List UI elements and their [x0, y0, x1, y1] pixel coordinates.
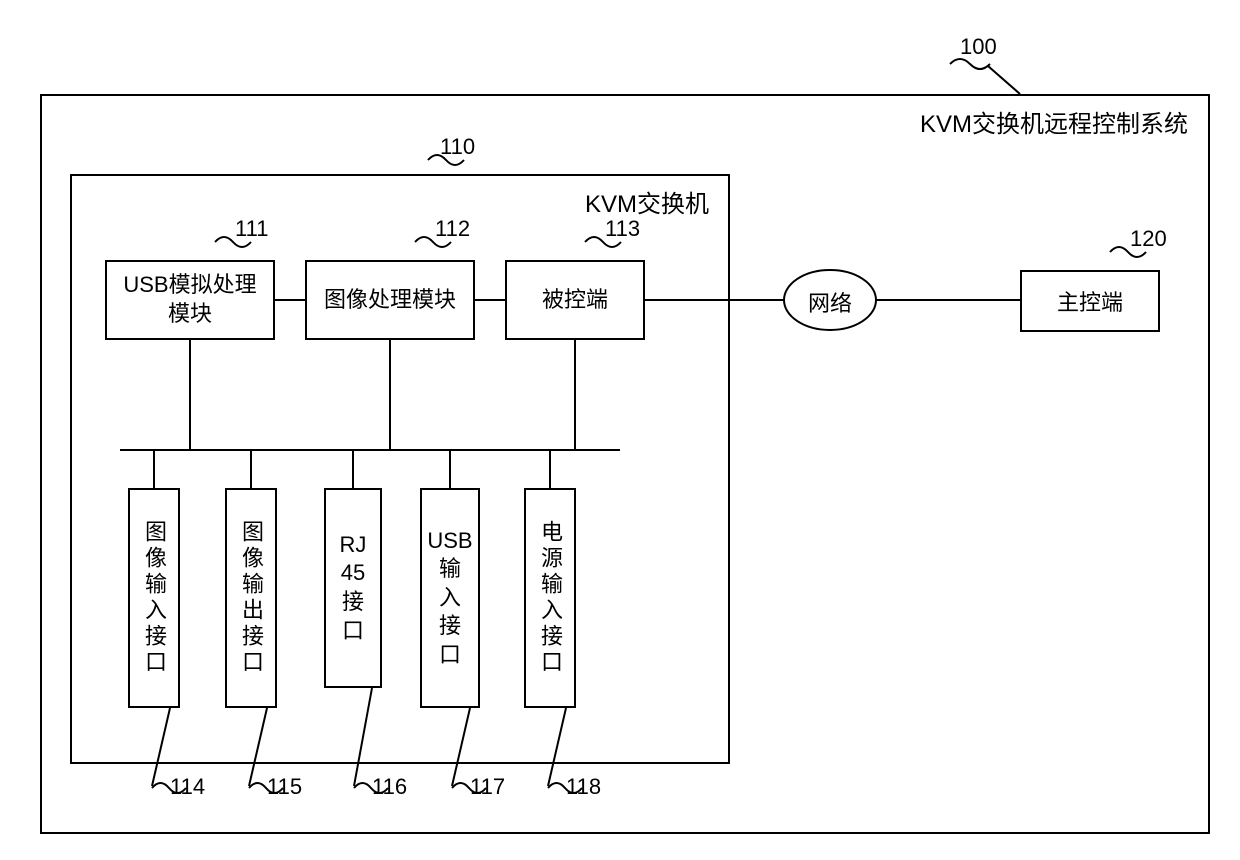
port-ref: 118 — [566, 774, 601, 800]
module-image-proc: 图像处理模块 — [305, 260, 475, 340]
module-label: USB模拟处理 — [123, 271, 256, 300]
port-ref: 114 — [170, 774, 205, 800]
port-usb-in: USB输入接口 — [420, 488, 480, 708]
module-label: 模块 — [168, 300, 212, 329]
module-controlled: 被控端 — [505, 260, 645, 340]
port-ref: 116 — [372, 774, 407, 800]
port-rj45: RJ45接口 — [324, 488, 382, 688]
port-power-in: 电源输入接口 — [524, 488, 576, 708]
kvm-title: KVM交换机 — [585, 184, 709, 219]
port-label: USB输入接口 — [427, 527, 472, 670]
port-label: 图像输入接口 — [138, 520, 170, 676]
module-label: 图像处理模块 — [324, 286, 456, 315]
port-ref: 115 — [267, 774, 302, 800]
module-ref: 111 — [235, 216, 268, 242]
port-img-out: 图像输出接口 — [225, 488, 277, 708]
master-box: 主控端 — [1020, 270, 1160, 332]
port-ref: 117 — [470, 774, 505, 800]
port-label: 电源输入接口 — [534, 520, 566, 676]
port-label: RJ45接口 — [340, 531, 367, 645]
master-ref: 120 — [1130, 226, 1167, 252]
port-label: 图像输出接口 — [235, 520, 267, 676]
module-ref: 113 — [605, 216, 640, 242]
system-title: KVM交换机远程控制系统 — [920, 104, 1188, 139]
module-label: 被控端 — [542, 286, 608, 315]
module-usb-sim: USB模拟处理模块 — [105, 260, 275, 340]
network-label: 网络 — [808, 286, 852, 318]
system-ref: 100 — [960, 34, 997, 60]
port-img-in: 图像输入接口 — [128, 488, 180, 708]
kvm-ref: 110 — [440, 134, 475, 160]
module-ref: 112 — [435, 216, 470, 242]
